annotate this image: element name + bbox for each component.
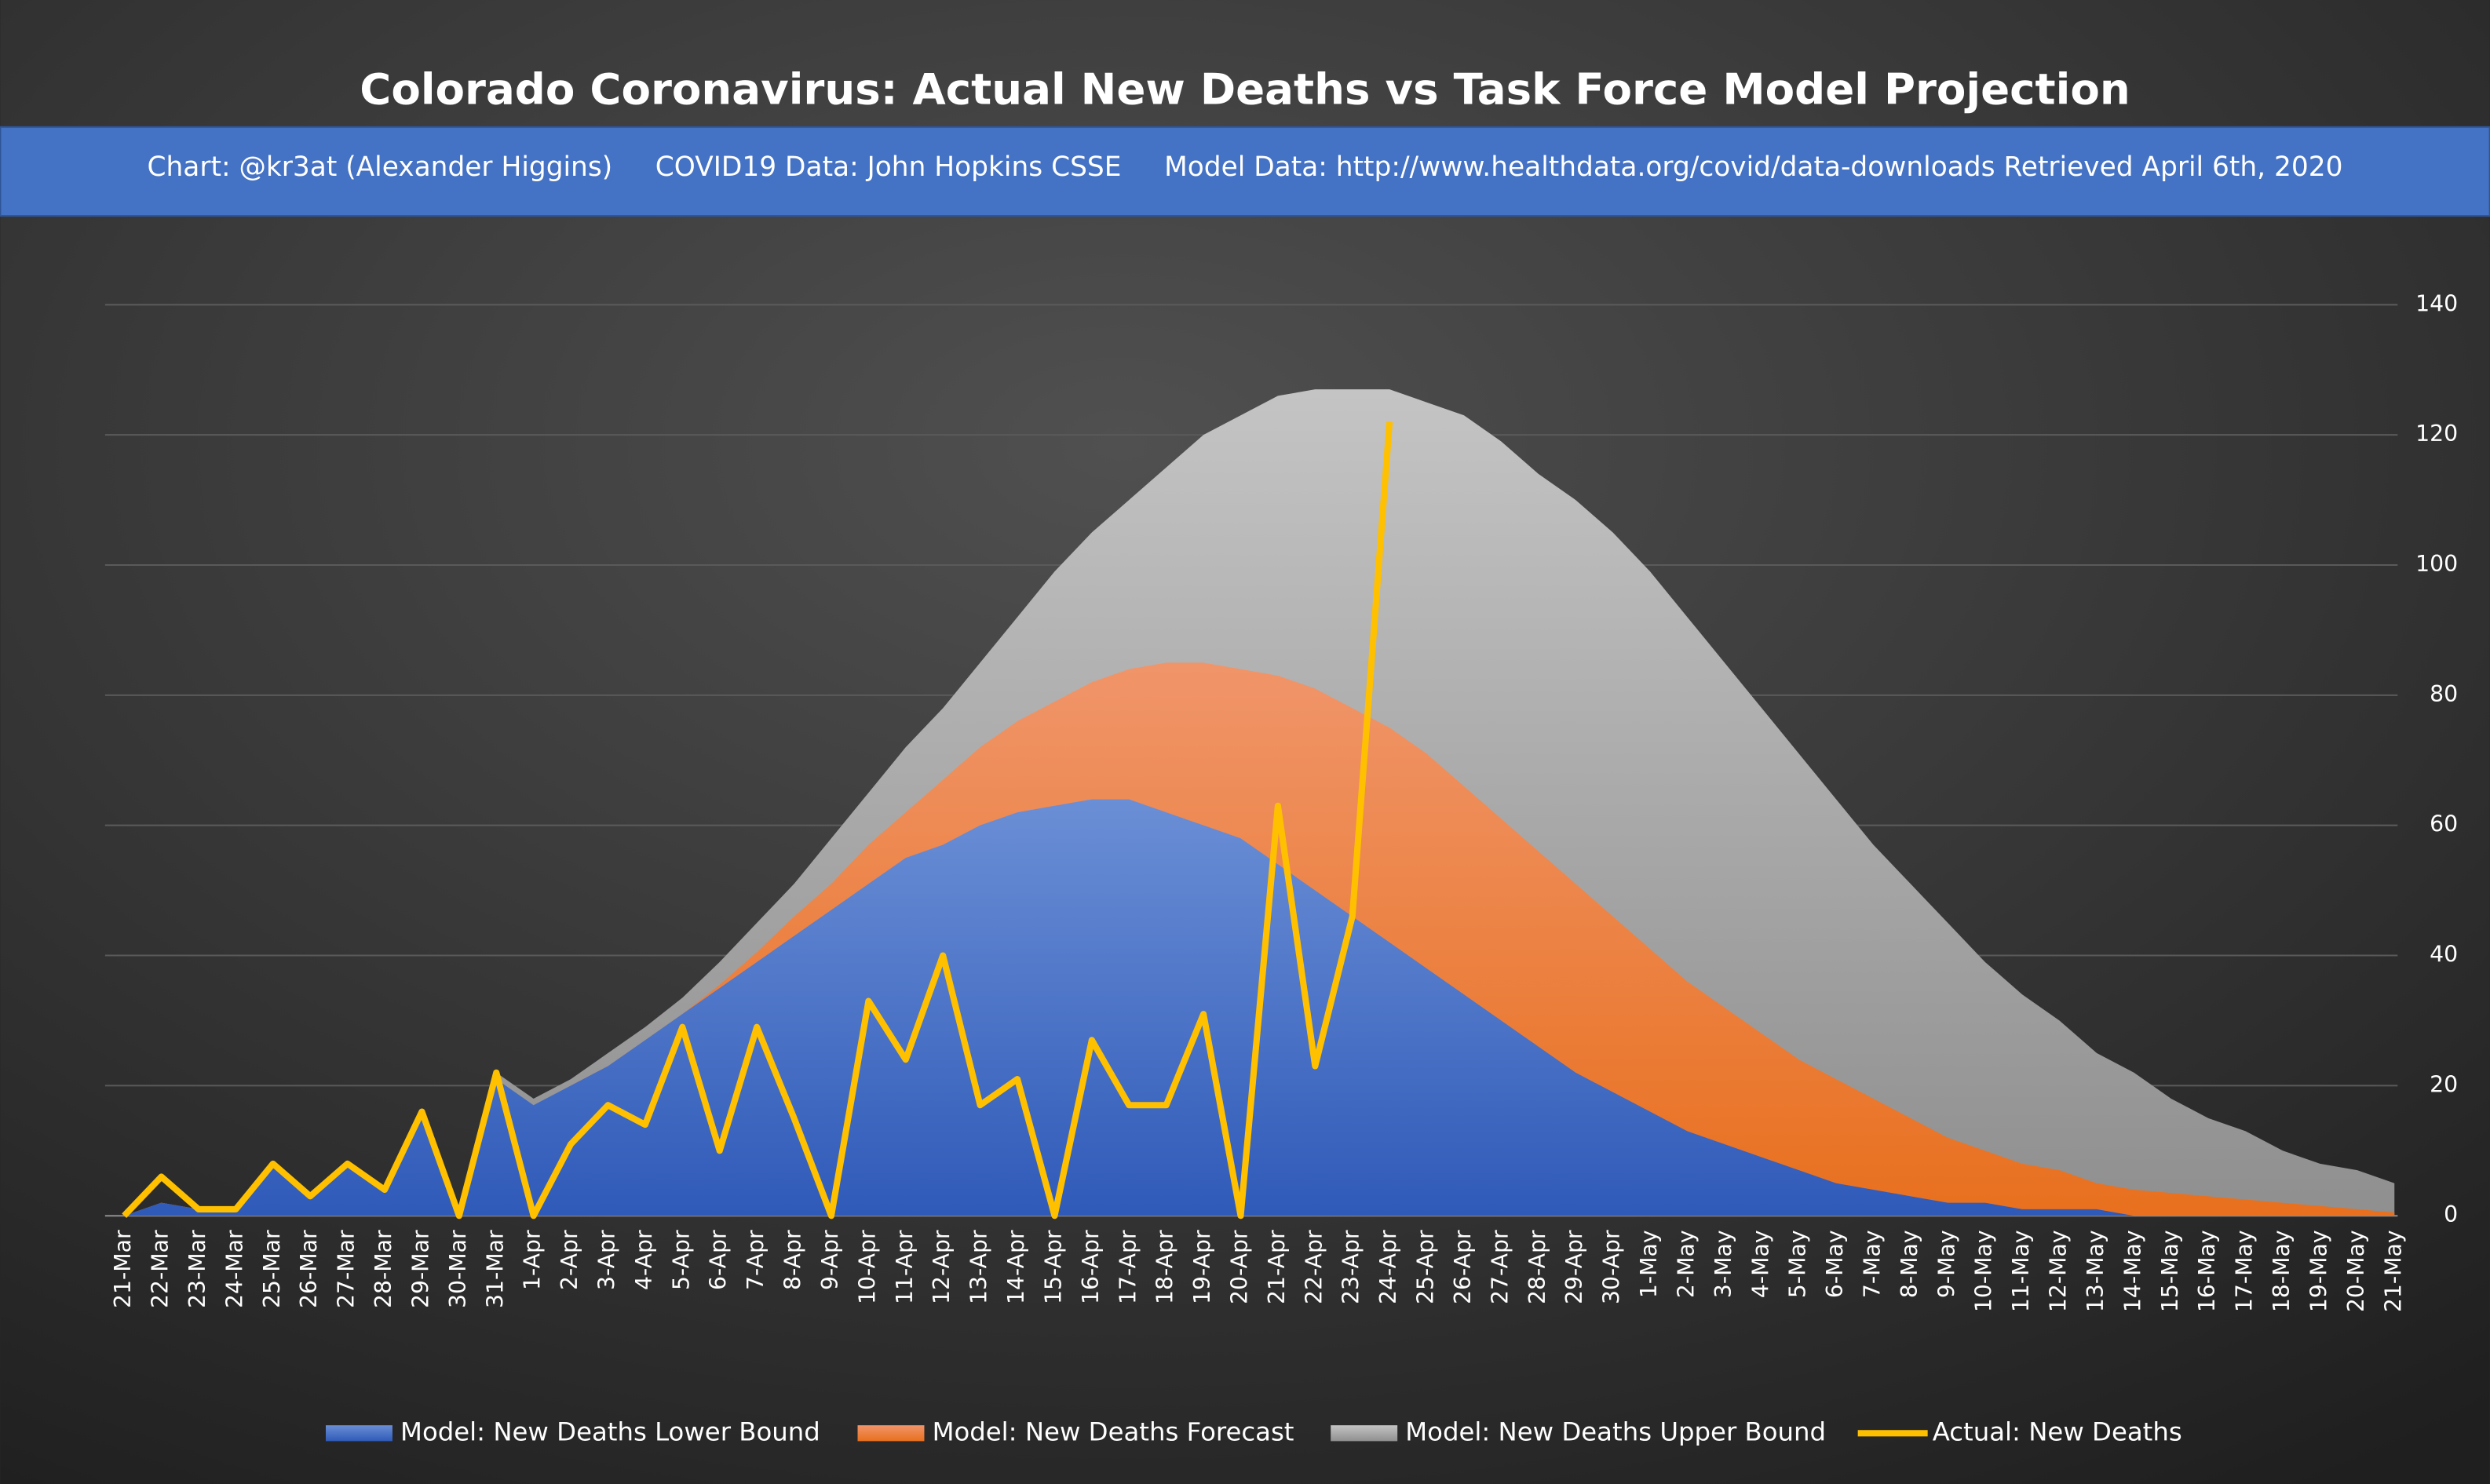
x-tick-label: 15-Apr	[1040, 1230, 1066, 1304]
x-tick-label: 29-Mar	[407, 1230, 433, 1308]
x-tick-label: 28-Apr	[1524, 1230, 1550, 1304]
x-tick-label: 12-Apr	[929, 1230, 955, 1304]
x-tick-label: 23-Apr	[1338, 1230, 1364, 1304]
x-tick-label: 7-May	[1859, 1230, 1885, 1298]
x-tick-label: 22-Apr	[1301, 1230, 1327, 1304]
chart-title: Colorado Coronavirus: Actual New Deaths …	[360, 64, 2130, 114]
x-tick-label: 28-Mar	[371, 1230, 396, 1308]
x-tick-label: 27-Apr	[1487, 1230, 1513, 1304]
x-tick-label: 27-Mar	[334, 1230, 360, 1308]
legend-label: Model: New Deaths Upper Bound	[1405, 1417, 1826, 1446]
x-tick-label: 2-Apr	[557, 1230, 582, 1290]
legend-swatch	[857, 1425, 925, 1442]
x-tick-label: 4-Apr	[631, 1230, 657, 1290]
x-tick-label: 10-May	[1971, 1230, 1997, 1312]
line	[122, 421, 1393, 1220]
x-tick-label: 21-Mar	[110, 1230, 136, 1308]
x-tick-label: 21-Apr	[1264, 1230, 1290, 1304]
legend-label: Actual: New Deaths	[1933, 1417, 2182, 1446]
y-tick-label: 80	[2430, 681, 2458, 707]
x-tick-label: 16-Apr	[1078, 1230, 1104, 1304]
x-tick-label: 17-Apr	[1115, 1230, 1141, 1304]
x-tick-label: 3-May	[1711, 1230, 1736, 1298]
x-tick-label: 5-May	[1785, 1230, 1811, 1298]
x-tick-label: 2-May	[1673, 1230, 1699, 1298]
x-tick-label: 13-May	[2083, 1230, 2108, 1312]
x-tick-label: 14-May	[2119, 1230, 2145, 1312]
x-tick-label: 8-May	[1897, 1230, 1922, 1298]
x-tick-label: 7-Apr	[743, 1230, 769, 1290]
x-tick-label: 1-Apr	[520, 1230, 546, 1290]
x-tick-label: 20-Apr	[1226, 1230, 1252, 1304]
legend-label: Model: New Deaths Forecast	[933, 1417, 1294, 1446]
x-tick-label: 30-Apr	[1599, 1230, 1625, 1304]
x-tick-label: 29-Apr	[1561, 1230, 1587, 1304]
x-tick-label: 14-Apr	[1003, 1230, 1029, 1304]
x-tick-label: 24-Apr	[1375, 1230, 1401, 1304]
y-tick-label: 120	[2415, 421, 2458, 447]
y-tick-label: 20	[2430, 1071, 2458, 1097]
subtitle: Chart: @kr3at (Alexander Higgins) COVID1…	[148, 151, 2343, 183]
x-tick-label: 13-Apr	[966, 1230, 992, 1304]
x-tick-label: 26-Mar	[296, 1230, 322, 1308]
x-tick-label: 22-Mar	[148, 1230, 173, 1308]
x-tick-label: 6-May	[1822, 1230, 1848, 1298]
x-tick-label: 4-May	[1747, 1230, 1773, 1298]
y-tick-label: 140	[2415, 290, 2458, 316]
x-tick-label: 8-Apr	[780, 1230, 806, 1290]
x-tick-label: 16-May	[2194, 1230, 2220, 1312]
x-tick-label: 10-Apr	[854, 1230, 880, 1304]
x-tick-label: 24-Mar	[221, 1230, 247, 1308]
subtitle-band	[0, 126, 2490, 217]
x-tick-label: 6-Apr	[706, 1230, 732, 1290]
x-tick-label: 30-Mar	[445, 1230, 471, 1308]
x-tick-label: 20-May	[2343, 1230, 2369, 1312]
legend-label: Model: New Deaths Lower Bound	[400, 1417, 820, 1446]
x-tick-label: 31-Mar	[482, 1230, 508, 1308]
x-tick-label: 5-Apr	[668, 1230, 694, 1290]
y-tick-label: 0	[2444, 1201, 2458, 1227]
x-tick-label: 23-Mar	[184, 1230, 210, 1308]
x-tick-label: 25-Apr	[1413, 1230, 1439, 1304]
x-tick-label: 1-May	[1636, 1230, 1662, 1298]
x-tick-label: 15-May	[2157, 1230, 2183, 1312]
x-tick-label: 11-Apr	[892, 1230, 918, 1304]
x-tick-label: 3-Apr	[593, 1230, 619, 1290]
x-tick-label: 12-May	[2046, 1230, 2072, 1312]
legend-swatch	[1331, 1425, 1398, 1442]
x-tick-label: 26-Apr	[1450, 1230, 1476, 1304]
y-tick-label: 40	[2430, 942, 2458, 968]
x-tick-label: 9-May	[1933, 1230, 1959, 1298]
x-tick-label: 25-Mar	[259, 1230, 285, 1308]
x-tick-label: 11-May	[2008, 1230, 2034, 1312]
x-tick-label: 19-May	[2306, 1230, 2331, 1312]
x-tick-label: 9-Apr	[817, 1230, 843, 1290]
x-tick-label: 21-May	[2380, 1230, 2406, 1312]
x-tick-label: 19-Apr	[1189, 1230, 1215, 1304]
x-tick-label: 18-May	[2269, 1230, 2295, 1312]
x-tick-label: 17-May	[2232, 1230, 2258, 1312]
y-tick-label: 100	[2415, 551, 2458, 577]
y-tick-label: 60	[2430, 811, 2458, 837]
legend-swatch	[325, 1425, 392, 1442]
x-tick-label: 18-Apr	[1152, 1230, 1178, 1304]
